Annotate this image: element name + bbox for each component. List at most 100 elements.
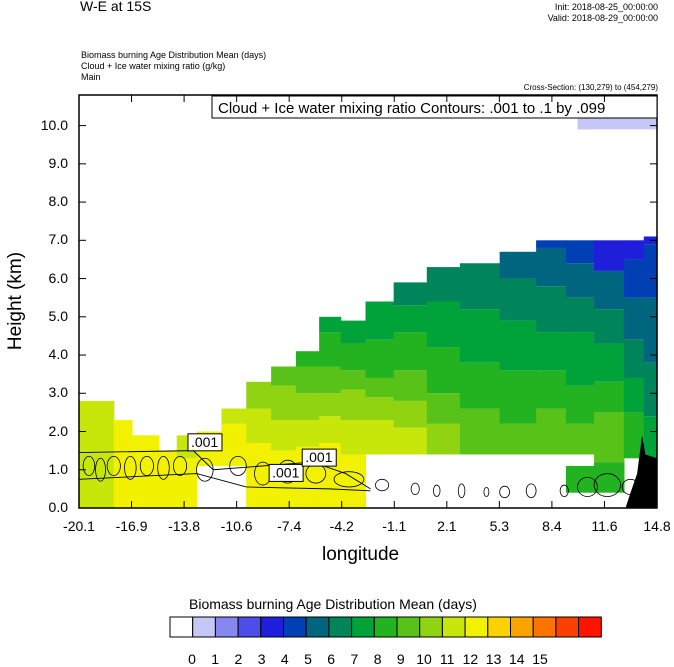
age-cell (499, 370, 537, 424)
cloud-contour-line (139, 455, 154, 476)
cloud-contour-line (173, 455, 188, 476)
x-tick-label: -10.6 (220, 518, 253, 534)
age-cell (623, 412, 645, 459)
age-cell (536, 332, 567, 371)
age-cell (393, 427, 428, 455)
cloud-contour-line (433, 484, 441, 497)
age-cell (594, 240, 625, 271)
age-cell (393, 370, 428, 401)
y-tick-label: 3.0 (48, 384, 68, 401)
colorbar-swatch (260, 616, 284, 638)
age-cell (340, 454, 367, 508)
y-tick-label: 10.0 (40, 116, 68, 133)
age-cell (643, 362, 658, 417)
colorbar-label: 0 (188, 651, 196, 667)
terrain-layer (625, 435, 657, 508)
colorbar-label: 10 (416, 651, 432, 667)
age-cell (295, 351, 320, 367)
age-cell (594, 381, 625, 413)
age-cell (426, 393, 461, 424)
cloud-contour-line (593, 473, 621, 497)
age-cell (340, 420, 367, 455)
colorbar-label: 4 (280, 651, 289, 667)
age-cell (319, 332, 342, 367)
colorbar-swatch (237, 616, 262, 638)
x-tick-label: -1.1 (382, 518, 407, 534)
colorbar-swatch (214, 616, 239, 638)
contour-label: .001 (268, 463, 304, 482)
age-cell (643, 416, 658, 459)
age-cell (594, 412, 625, 463)
x-tick-label: -4.2 (329, 518, 354, 534)
age-cell (565, 385, 595, 424)
age-cell (623, 240, 645, 260)
age-cell (623, 377, 645, 413)
colorbar-label: 12 (462, 651, 479, 667)
age-cell (221, 408, 247, 424)
age-cell (176, 458, 198, 508)
plot-frame (78, 94, 658, 509)
age-cell (623, 339, 645, 378)
svg-text:.001: .001 (272, 464, 299, 480)
age-cell (536, 240, 567, 248)
colorbar-swatch (396, 616, 421, 638)
field-label-main: Main (81, 72, 101, 82)
age-cell (365, 420, 395, 455)
x-tick-label: 8.4 (542, 518, 562, 534)
age-cell (426, 301, 461, 348)
colorbar-swatch (578, 616, 602, 638)
age-cell (565, 465, 595, 493)
terrain-shape (625, 435, 657, 508)
colorbar-label: 11 (439, 651, 455, 667)
cloud-contour-line (82, 455, 96, 476)
x-tick-label: 14.8 (643, 518, 671, 534)
cloud-contour-line (499, 485, 511, 499)
age-cell (393, 282, 428, 306)
age-cell (594, 343, 625, 382)
y-tick-label: 5.0 (48, 307, 68, 324)
cloud-contour-line (457, 483, 466, 499)
age-cell (246, 381, 272, 409)
age-cell (295, 366, 320, 394)
age-cell (131, 435, 160, 508)
colorbar-label: 9 (396, 651, 405, 667)
contour-info-box (211, 95, 658, 119)
y-tick-label: 6.0 (48, 269, 68, 286)
colorbar-label: 2 (234, 651, 243, 667)
age-cell (246, 408, 272, 443)
age-cell (643, 297, 658, 363)
age-cell (365, 377, 395, 398)
age-cell (295, 393, 320, 421)
age-cell (536, 286, 567, 333)
age-cell (246, 442, 272, 508)
y-tick-label: 7.0 (48, 231, 68, 248)
cloud-contour-line (410, 482, 420, 496)
age-cell (594, 462, 625, 493)
y-tick-label: 9.0 (48, 154, 68, 171)
colorbar-label: 8 (373, 651, 382, 667)
age-cell (459, 362, 501, 409)
colorbar-label: 6 (327, 651, 336, 667)
age-cell (365, 339, 395, 378)
cloud-contour-line (483, 486, 490, 497)
contour-info-text: Cloud + Ice water mixing ratio Contours:… (218, 100, 605, 117)
init-time: Init: 2018-08-25_00:00:00 (554, 2, 658, 12)
cloud-contour-line (78, 450, 371, 492)
age-cell (365, 397, 395, 421)
colorbar-swatch (192, 616, 216, 638)
cloud-contour-line (559, 484, 569, 497)
valid-time: Valid: 2018-08-29_00:00:00 (547, 13, 658, 23)
colorbar-label: 13 (485, 651, 502, 667)
cloud-contour-layer (78, 450, 640, 499)
cloud-contour-line (333, 471, 365, 488)
contour-label: .001 (301, 448, 337, 467)
svg-text:.001: .001 (305, 449, 332, 465)
x-tick-label: 2.1 (437, 518, 457, 534)
colorbar-label: 1 (211, 651, 220, 667)
age-cell (459, 263, 501, 310)
age-cell (565, 263, 595, 298)
age-cell (319, 366, 342, 394)
cloud-contour-line (375, 478, 390, 492)
cloud-contour-line (106, 455, 121, 476)
cloud-contour-line (157, 455, 170, 480)
